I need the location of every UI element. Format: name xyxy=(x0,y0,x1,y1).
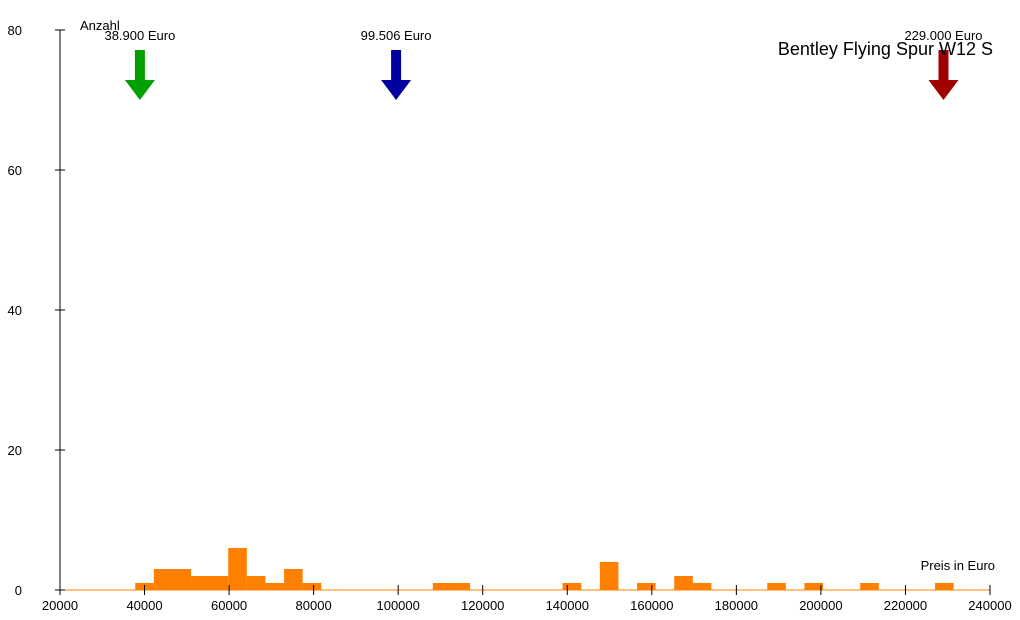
axes-group: 0 20 40 60 80 20000 40000 60000 80000 100000 12000… xyxy=(8,23,1012,613)
bars-group xyxy=(135,548,954,590)
histogram-bar-10 xyxy=(599,562,619,590)
histogram-bar-7 xyxy=(302,583,322,590)
histogram-bar-5 xyxy=(265,583,285,590)
x-tick-label-140000: 140000 xyxy=(546,598,589,613)
x-tick-label-100000: 100000 xyxy=(376,598,419,613)
histogram-bar-13 xyxy=(692,583,712,590)
y-axis-label: Anzahl xyxy=(80,18,120,33)
x-axis-label: Preis in Euro xyxy=(921,558,995,573)
marker-label-1: 99.506 Euro xyxy=(361,28,432,43)
histogram-bar-3 xyxy=(228,548,247,590)
histogram-bar-8 xyxy=(432,583,471,590)
histogram-bar-6 xyxy=(284,569,303,590)
histogram-bar-11 xyxy=(637,583,656,590)
histogram-bar-1 xyxy=(153,569,192,590)
marker-arrow-1 xyxy=(381,50,412,100)
x-tick-label-40000: 40000 xyxy=(126,598,162,613)
chart-title: Bentley Flying Spur W12 S xyxy=(778,39,993,59)
marker-arrow-2 xyxy=(928,50,959,100)
x-tick-label-220000: 220000 xyxy=(884,598,927,613)
x-tick-label-180000: 180000 xyxy=(715,598,758,613)
histogram-bar-14 xyxy=(767,583,786,590)
histogram-bar-2 xyxy=(191,576,229,590)
x-tick-label-20000: 20000 xyxy=(42,598,78,613)
histogram-bar-17 xyxy=(935,583,954,590)
y-tick-label-80: 80 xyxy=(8,23,22,38)
marker-label-2: 229.000 Euro xyxy=(904,28,982,43)
x-tick-label-60000: 60000 xyxy=(211,598,247,613)
x-tick-label-160000: 160000 xyxy=(630,598,673,613)
y-tick-label-60: 60 xyxy=(8,163,22,178)
marker-arrow-0 xyxy=(124,50,155,100)
y-tick-label-0: 0 xyxy=(15,583,22,598)
histogram-bar-4 xyxy=(246,576,266,590)
marker-label-0: 38.900 Euro xyxy=(104,28,175,43)
histogram-bar-12 xyxy=(674,576,693,590)
x-tick-label-240000: 240000 xyxy=(968,598,1011,613)
x-tick-label-120000: 120000 xyxy=(461,598,504,613)
histogram-bar-16 xyxy=(860,583,879,590)
y-tick-label-40: 40 xyxy=(8,303,22,318)
markers-group: 38.900 Euro 99.506 Euro 229.000 Euro xyxy=(104,28,983,100)
x-tick-label-200000: 200000 xyxy=(799,598,842,613)
x-tick-label-80000: 80000 xyxy=(296,598,332,613)
histogram-bar-9 xyxy=(562,583,582,590)
histogram-bar-15 xyxy=(804,583,824,590)
y-tick-label-20: 20 xyxy=(8,443,22,458)
